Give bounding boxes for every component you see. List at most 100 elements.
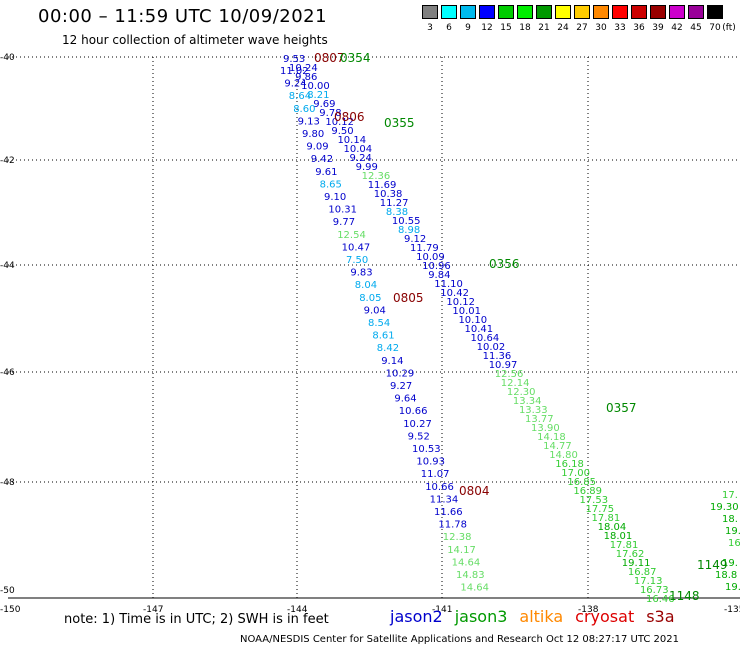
wave-height-value: 9.04 [364, 305, 386, 316]
wave-height-value: 8.64 [289, 91, 311, 102]
wave-height-value: 11.69 [368, 180, 397, 191]
wave-height-value: 16.46 [646, 594, 675, 605]
wave-height-value: 10.66 [425, 482, 454, 493]
wave-height-value: 11.07 [421, 469, 450, 480]
lat-tick-label: -40 [0, 53, 15, 63]
wave-height-value: 16. [728, 538, 740, 549]
wave-height-value: 19. [725, 582, 740, 593]
wave-height-value: 9.42 [311, 154, 333, 165]
legend-label: 15 [500, 23, 512, 33]
wave-height-value: 9.12 [404, 234, 426, 245]
lon-tick-label: -138 [578, 605, 599, 615]
satellite-legend: jason2 jason3 altika cryosat s3a [390, 607, 687, 626]
pass-time-label: 0354 [340, 51, 371, 65]
wave-height-value: 10.02 [477, 342, 506, 353]
wave-height-value: 9.10 [324, 192, 346, 203]
pass-time-label: 1149 [697, 558, 728, 572]
lon-tick-label: -144 [287, 605, 308, 615]
legend-label: 27 [576, 23, 588, 33]
wave-height-value: 9.83 [350, 268, 372, 279]
wave-height-value: 16.87 [628, 567, 657, 578]
wave-height-value: 16.73 [640, 585, 669, 596]
legend-label: 9 [465, 23, 471, 33]
wave-height-value: 7.50 [346, 255, 368, 266]
wave-height-value: 10.38 [374, 189, 403, 200]
wave-height-value: 16.89 [573, 486, 602, 497]
wave-height-value: 17.00 [561, 468, 590, 479]
wave-height-value: 9.27 [390, 381, 412, 392]
satellite-s3a: s3a [646, 607, 675, 626]
legend-label: 70 [709, 23, 721, 33]
lon-tick-label: -147 [143, 605, 163, 615]
wave-height-value: 17.62 [616, 549, 645, 560]
wave-height-value: 9.86 [295, 72, 317, 83]
satellite-cryosat: cryosat [575, 607, 635, 626]
wave-height-value: 9.14 [381, 356, 403, 367]
pass-time-label: 1148 [669, 589, 700, 603]
legend-label: 18 [519, 23, 531, 33]
wave-height-value: 16.18 [555, 459, 584, 470]
pass-time-label: 0356 [489, 257, 520, 271]
legend-unit: (ft) [722, 23, 736, 33]
pass-time-label: 0804 [459, 484, 490, 498]
legend-swatch [574, 5, 590, 19]
wave-height-value: 13.34 [513, 396, 542, 407]
lat-tick-label: -48 [0, 478, 15, 488]
wave-height-value: 9.80 [302, 129, 324, 140]
wave-height-value: 8.60 [293, 104, 315, 115]
wave-height-value: 8.38 [386, 207, 408, 218]
wave-height-value: 18.8 [715, 570, 737, 581]
wave-height-value: 11.36 [483, 351, 512, 362]
wave-height-value: 10.12 [325, 117, 354, 128]
wave-height-value: 10.31 [328, 205, 357, 216]
wave-height-value: 17.53 [579, 495, 608, 506]
wave-height-value: 9.78 [319, 108, 341, 119]
legend-label: 39 [652, 23, 664, 33]
wave-height-value: 14.77 [543, 441, 572, 452]
wave-height-value: 13.90 [531, 423, 560, 434]
legend-label: 6 [446, 23, 452, 33]
pass-time-label: 0806 [334, 110, 365, 124]
wave-height-value: 14.17 [447, 545, 476, 556]
wave-height-value: 10.93 [416, 457, 445, 468]
wave-height-value: 12.54 [337, 230, 366, 241]
wave-height-value: 12.14 [501, 378, 530, 389]
wave-height-value: 10.96 [422, 261, 451, 272]
legend-label: 24 [557, 23, 569, 33]
wave-height-value: 8.61 [372, 331, 394, 342]
satellite-jason2: jason2 [390, 607, 443, 626]
wave-height-value: 17.13 [634, 576, 663, 587]
wave-height-value: 11.02 [280, 66, 309, 77]
wave-height-value: 8.05 [359, 293, 381, 304]
wave-height-value: 18. [722, 514, 738, 525]
wave-height-value: 17.81 [592, 513, 621, 524]
wave-height-value: 13.77 [525, 414, 554, 425]
wave-height-value: 10.27 [403, 419, 432, 430]
legend-label: 12 [481, 23, 493, 33]
wave-height-value: 10.10 [458, 315, 487, 326]
wave-height-value: 10.14 [337, 135, 366, 146]
legend-label: 45 [690, 23, 702, 33]
wave-height-value: 14.80 [549, 450, 578, 461]
wave-height-value: 16.85 [567, 477, 596, 488]
wave-height-value: 17. [722, 490, 738, 501]
wave-height-value: 8.98 [398, 225, 420, 236]
wave-height-value: 11.27 [380, 198, 409, 209]
wave-height-value: 9.77 [333, 217, 355, 228]
wave-height-value: 9.24 [284, 79, 306, 90]
legend-swatch [707, 5, 723, 19]
lat-tick-label: -50 [0, 586, 15, 596]
wave-height-value: 9.09 [306, 142, 328, 153]
wave-height-value: 9.52 [408, 431, 430, 442]
footer-note: note: 1) Time is in UTC; 2) SWH is in fe… [64, 612, 329, 627]
legend-swatch [650, 5, 666, 19]
wave-height-value: 14.18 [537, 432, 566, 443]
wave-height-value: 19.11 [622, 558, 651, 569]
wave-height-value: 9.64 [394, 394, 416, 405]
wave-height-value: 10.47 [342, 242, 371, 253]
wave-height-value: 11.10 [434, 279, 463, 290]
legend-swatch [536, 5, 552, 19]
legend-swatch [479, 5, 495, 19]
legend-label: 42 [671, 23, 683, 33]
